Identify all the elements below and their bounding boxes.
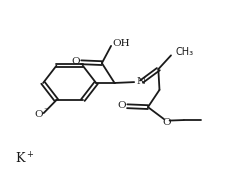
Text: O: O (163, 118, 171, 127)
Text: K: K (15, 152, 25, 165)
Text: OH: OH (113, 39, 130, 48)
Text: O: O (72, 57, 80, 66)
Text: +: + (26, 150, 33, 159)
Text: ⁻: ⁻ (43, 106, 48, 115)
Text: CH₃: CH₃ (175, 47, 193, 57)
Text: N: N (136, 77, 146, 86)
Text: O: O (118, 101, 126, 110)
Text: O: O (35, 110, 43, 119)
